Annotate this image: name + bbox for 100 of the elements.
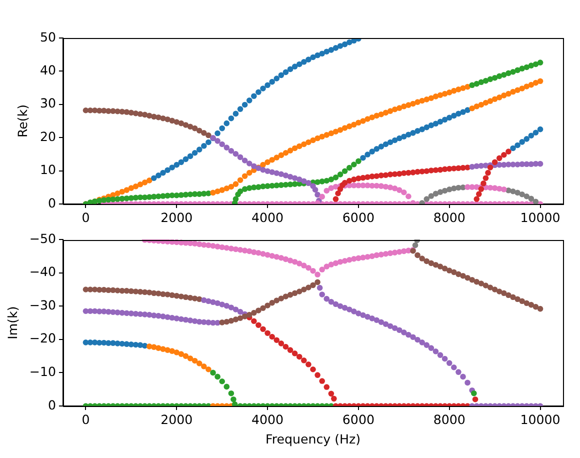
- point: [424, 342, 430, 348]
- point: [537, 78, 544, 84]
- point: [501, 290, 507, 296]
- point: [156, 172, 162, 178]
- point: [206, 139, 212, 146]
- point: [119, 188, 125, 195]
- point: [414, 336, 420, 343]
- point: [492, 286, 498, 292]
- point: [396, 327, 402, 334]
- point: [406, 132, 412, 138]
- point: [360, 118, 366, 124]
- point: [232, 181, 239, 187]
- point: [501, 72, 507, 78]
- point: [524, 64, 530, 70]
- point: [301, 141, 307, 148]
- point: [360, 154, 366, 161]
- point: [192, 125, 198, 132]
- point: [456, 369, 462, 375]
- point: [278, 72, 284, 78]
- point: [428, 95, 434, 101]
- point: [296, 61, 302, 68]
- point: [446, 268, 452, 274]
- point: [278, 254, 284, 261]
- point: [310, 282, 316, 288]
- point: [406, 332, 412, 338]
- point: [369, 174, 375, 180]
- point: [496, 94, 502, 100]
- point: [487, 98, 494, 104]
- y-axis-title: Re(k): [14, 104, 30, 138]
- point: [210, 370, 216, 376]
- point: [514, 296, 520, 302]
- point: [219, 302, 225, 308]
- point: [537, 60, 544, 66]
- point: [414, 99, 420, 105]
- point: [401, 330, 407, 336]
- point: [514, 190, 520, 196]
- y-axis-title: Im(k): [4, 306, 20, 340]
- y-tick-label: −30: [29, 297, 56, 312]
- point: [169, 314, 175, 321]
- y-tick-label: 40: [40, 62, 56, 78]
- point: [387, 139, 394, 146]
- point: [274, 337, 280, 343]
- point: [364, 314, 370, 320]
- point: [182, 122, 189, 128]
- point: [460, 374, 466, 380]
- point: [287, 66, 294, 72]
- point: [378, 144, 384, 150]
- point: [174, 350, 180, 356]
- point: [364, 152, 370, 158]
- x-tick-label: 4000: [252, 412, 284, 427]
- point: [519, 86, 525, 92]
- point: [192, 150, 198, 156]
- y-tick-label: 10: [40, 162, 56, 178]
- point: [419, 168, 425, 174]
- point: [237, 188, 244, 194]
- point: [260, 326, 266, 332]
- point: [472, 396, 478, 402]
- point: [414, 252, 420, 258]
- point: [251, 318, 257, 324]
- point: [337, 127, 344, 133]
- point: [469, 184, 475, 190]
- point: [464, 84, 470, 90]
- point: [296, 143, 302, 150]
- point: [260, 305, 266, 312]
- point: [178, 351, 184, 357]
- point: [528, 62, 534, 68]
- point: [128, 185, 134, 191]
- y-tick-label: −10: [29, 364, 56, 379]
- point: [201, 143, 207, 149]
- x-tick-label: 10000: [520, 412, 560, 427]
- point: [201, 130, 207, 136]
- point: [319, 378, 325, 384]
- point: [474, 80, 480, 87]
- point: [501, 92, 507, 98]
- point: [382, 321, 389, 328]
- point: [424, 196, 430, 202]
- point: [514, 87, 520, 94]
- point: [324, 384, 330, 390]
- point: [424, 124, 430, 130]
- point: [387, 323, 394, 330]
- point: [174, 162, 180, 168]
- point: [214, 138, 220, 144]
- point: [310, 137, 316, 144]
- point: [160, 346, 166, 352]
- point: [510, 145, 516, 152]
- point: [482, 175, 489, 182]
- point: [532, 80, 539, 86]
- point: [351, 162, 357, 168]
- point: [524, 136, 530, 142]
- point: [319, 292, 325, 298]
- point: [316, 284, 323, 291]
- point: [342, 180, 348, 186]
- point: [332, 45, 339, 51]
- point: [206, 132, 212, 138]
- point: [519, 66, 525, 72]
- point: [256, 322, 262, 328]
- y-tick-label: −50: [29, 230, 56, 246]
- point: [228, 115, 234, 122]
- point: [269, 156, 275, 163]
- point: [187, 124, 194, 130]
